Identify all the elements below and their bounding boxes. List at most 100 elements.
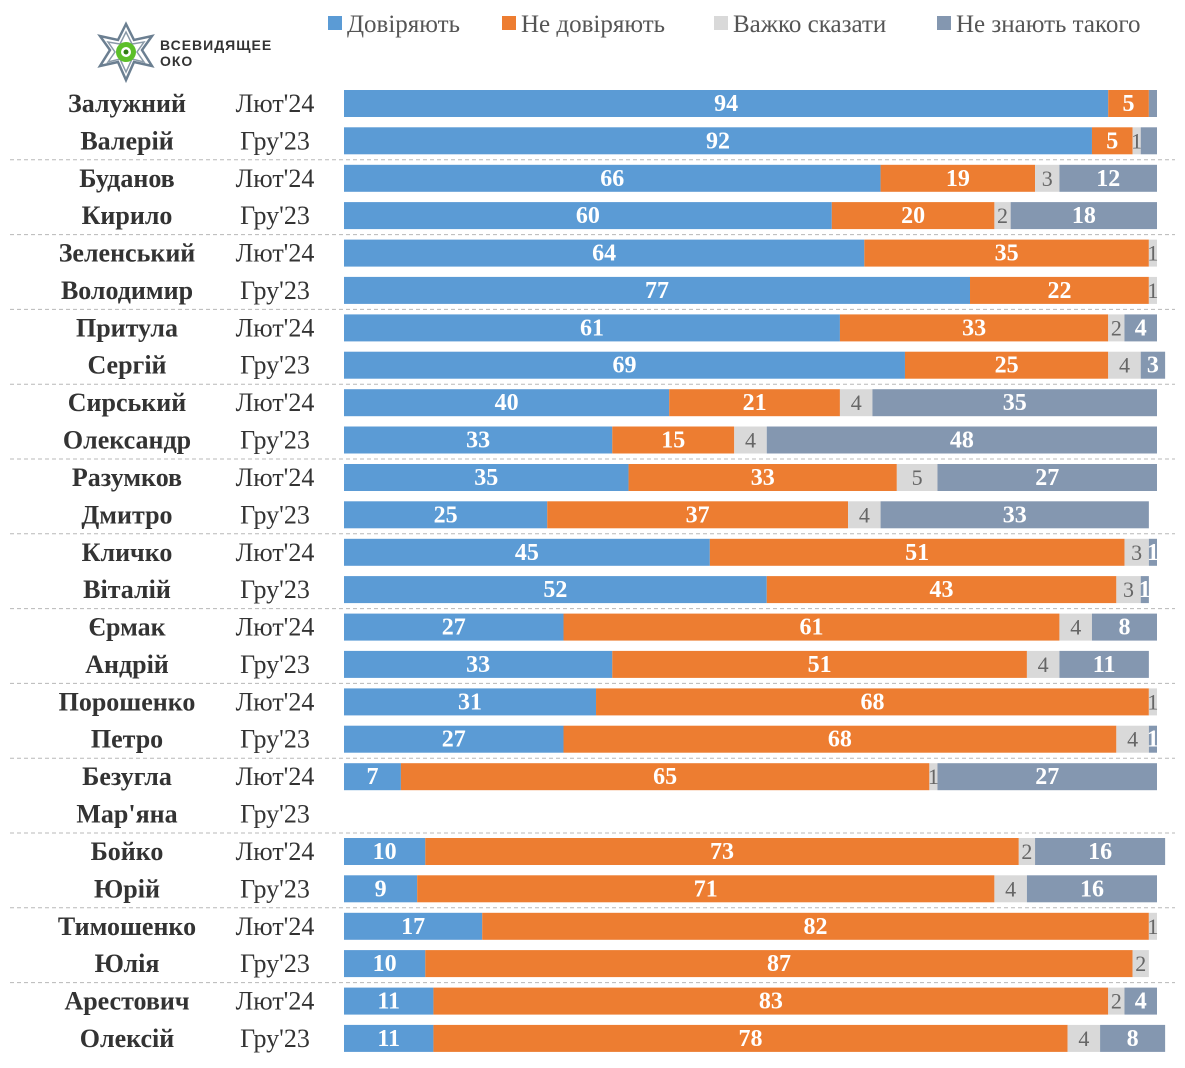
bar-segment-unknown xyxy=(1140,576,1149,604)
value-label-trust: 9 xyxy=(375,876,387,902)
bar-segment-hard-to-say xyxy=(1116,576,1141,604)
value-label-hard-to-say: 1 xyxy=(1131,128,1142,153)
legend-label-unknown: Не знають такого xyxy=(956,11,1141,38)
value-label-hard-to-say: 1 xyxy=(1147,689,1158,714)
bar-segment-trust xyxy=(344,538,710,566)
person-surname: Сирський xyxy=(68,388,186,417)
bar-segment-distrust xyxy=(864,239,1149,267)
value-label-trust: 11 xyxy=(377,989,400,1015)
bar-segment-distrust xyxy=(400,763,930,791)
value-label-trust: 27 xyxy=(442,727,466,753)
value-label-unknown: 11 xyxy=(1093,652,1116,678)
period-label: Гру'23 xyxy=(240,201,310,230)
group-4: Сирський Олександр Лют'24 40 21 4 35 Гру'23 33 15… xyxy=(10,383,1175,455)
person-firstname: Кирило xyxy=(82,201,173,230)
bar-segment-hard-to-say xyxy=(1148,239,1157,267)
period-label: Гру'23 xyxy=(240,1024,310,1053)
person-firstname: Валерій xyxy=(80,126,173,155)
bar-segment-unknown xyxy=(1148,538,1157,566)
value-label-distrust: 25 xyxy=(995,353,1019,379)
value-label-hard-to-say: 1 xyxy=(1147,278,1158,303)
bar-segment-unknown xyxy=(1124,987,1157,1015)
group-2: Зеленський Володимир Лют'24 64 35 1 Гру'23 77 22… xyxy=(10,234,1175,305)
logo: ВСЕВИДЯЩЕЕ ОКО xyxy=(97,21,271,84)
value-label-hard-to-say: 2 xyxy=(1111,989,1122,1014)
person-firstname: Олексій xyxy=(80,1024,174,1053)
value-label-hard-to-say: 4 xyxy=(859,502,870,527)
bar-segment-distrust xyxy=(766,576,1117,604)
value-label-distrust: 5 xyxy=(1123,91,1135,117)
legend-label-trust: Довіряють xyxy=(347,11,460,38)
value-label-distrust: 22 xyxy=(1047,278,1071,304)
bar-segment-trust xyxy=(344,950,426,978)
period-label: Гру'23 xyxy=(240,426,310,455)
value-label-hard-to-say: 1 xyxy=(928,764,939,789)
value-label-trust: 25 xyxy=(434,502,458,528)
bar-segment-trust xyxy=(344,1024,434,1052)
value-label-trust: 35 xyxy=(474,465,498,491)
bar-segment-distrust xyxy=(482,912,1149,940)
bar-segment-hard-to-say xyxy=(1148,912,1157,940)
value-label-hard-to-say: 1 xyxy=(1147,241,1158,266)
bar-segment-distrust xyxy=(596,688,1149,716)
bar-segment-trust xyxy=(344,276,971,304)
value-label-hard-to-say: 4 xyxy=(1005,876,1016,901)
bar-segment-unknown xyxy=(880,501,1149,529)
person-surname: Безугла xyxy=(82,762,172,791)
person-firstname: Володимир xyxy=(61,276,193,305)
value-label-hard-to-say: 2 xyxy=(1021,839,1032,864)
value-label-distrust: 5 xyxy=(1106,128,1118,154)
period-label: Лют'24 xyxy=(236,164,315,193)
legend-swatch-unknown xyxy=(937,16,951,30)
bar-segment-trust xyxy=(344,613,564,641)
value-label-trust: 27 xyxy=(442,615,466,641)
bar-segment-hard-to-say xyxy=(1116,725,1149,753)
value-label-trust: 33 xyxy=(466,652,490,678)
bar-segment-distrust xyxy=(628,464,897,491)
value-label-trust: 64 xyxy=(592,241,616,267)
value-label-distrust: 37 xyxy=(686,502,710,528)
bar-segment-hard-to-say xyxy=(1132,950,1149,978)
value-label-distrust: 61 xyxy=(799,615,823,641)
bar-segment-hard-to-say xyxy=(929,763,938,791)
period-label: Лют'24 xyxy=(236,912,315,941)
value-label-unknown: 35 xyxy=(1003,390,1027,416)
value-label-unknown: 27 xyxy=(1035,465,1059,491)
bar-segment-distrust xyxy=(1108,90,1149,117)
bar-segment-unknown xyxy=(1100,1024,1166,1052)
person-firstname: Петро xyxy=(91,725,163,754)
bar-segment-hard-to-say xyxy=(1059,613,1092,641)
value-label-distrust: 87 xyxy=(767,951,791,977)
value-label-hard-to-say: 4 xyxy=(1070,615,1081,640)
bar-segment-trust xyxy=(344,239,865,267)
bar-segment-trust xyxy=(344,725,564,753)
bar-segment-distrust xyxy=(563,725,1117,753)
person-firstname: Олександр xyxy=(63,426,191,455)
period-label: Гру'23 xyxy=(240,650,310,679)
bar-segment-unknown xyxy=(1026,875,1157,903)
person-firstname: Мар'яна xyxy=(76,800,177,829)
value-label-unknown: 12 xyxy=(1096,166,1120,192)
bar-segment-distrust xyxy=(425,950,1133,978)
value-label-unknown: 16 xyxy=(1080,876,1104,902)
bar-segment-hard-to-say xyxy=(896,464,938,491)
bar-segment-unknown xyxy=(1059,164,1157,192)
period-label: Гру'23 xyxy=(240,276,310,305)
bar-segment-hard-to-say xyxy=(994,875,1027,903)
bar-segment-unknown xyxy=(1124,314,1157,342)
person-surname: Кличко xyxy=(82,538,173,567)
value-label-unknown: 27 xyxy=(1035,764,1059,790)
value-label-trust: 40 xyxy=(495,390,519,416)
period-label: Лют'24 xyxy=(236,762,315,791)
value-label-distrust: 20 xyxy=(901,203,925,229)
value-label-distrust: 51 xyxy=(905,540,929,566)
period-label: Гру'23 xyxy=(240,575,310,604)
value-label-distrust: 68 xyxy=(828,727,852,753)
bar-segment-trust xyxy=(344,90,1109,117)
bar-segment-unknown xyxy=(937,464,1157,491)
person-surname: Арестович xyxy=(64,987,189,1016)
bar-segment-distrust xyxy=(1091,127,1133,155)
